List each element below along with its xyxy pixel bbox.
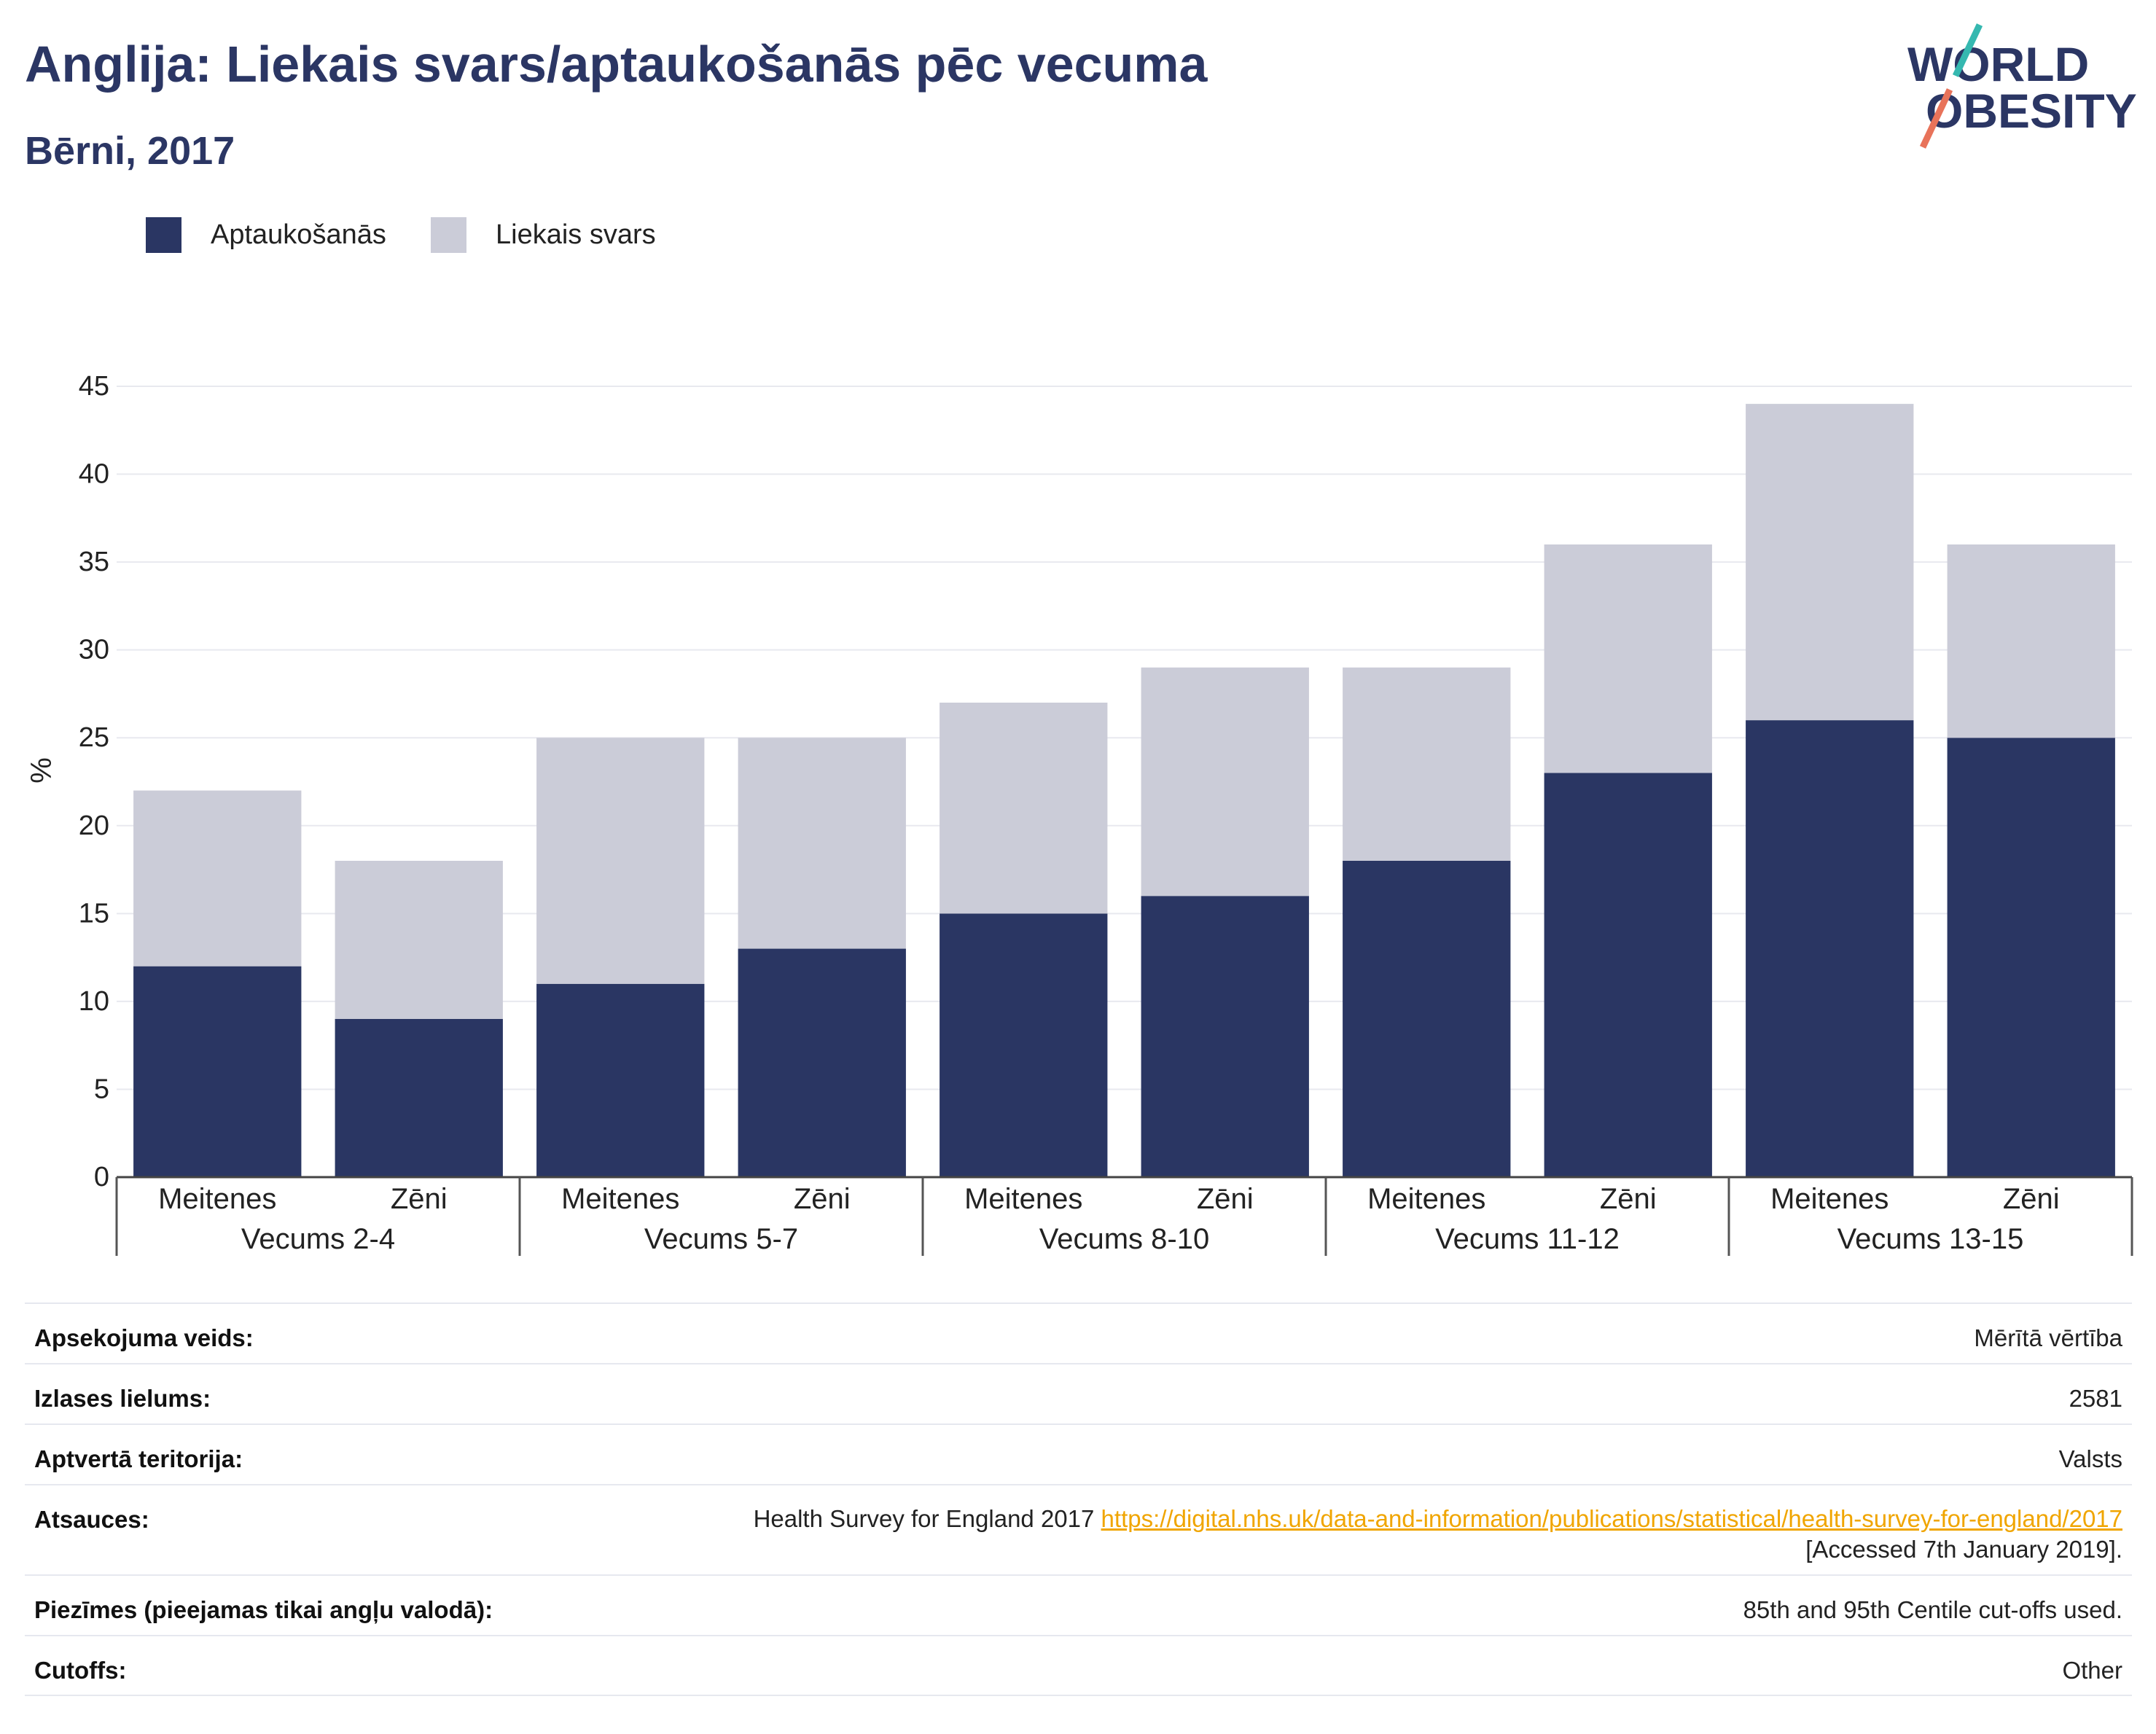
obesity-bar-segment <box>1746 720 1914 1177</box>
overweight-bar-segment <box>536 738 705 984</box>
obesity-bar-segment <box>1141 896 1309 1177</box>
x-category-label: Zēni <box>391 1183 448 1215</box>
info-label: Atsauces: <box>34 1506 149 1533</box>
obesity-bar-segment <box>940 913 1108 1177</box>
legend-swatch-overweight <box>431 217 466 253</box>
info-row-coverage: Aptvertā teritorija: Valsts <box>25 1423 2132 1484</box>
plot-axes <box>115 1176 2133 1256</box>
obesity-bar-segment <box>133 966 302 1177</box>
x-category-label: Zēni <box>1600 1183 1657 1215</box>
logo-slash-icon <box>1919 23 1983 149</box>
x-category-label: Zēni <box>1197 1183 1254 1215</box>
stacked-bar-chart: 0 5 10 15 20 25 30 35 40 45 Meitenes Zēni Meitenes Zē… <box>26 371 2133 1256</box>
x-category-label: Zēni <box>2003 1183 2060 1215</box>
y-tick-label: 45 <box>79 371 109 402</box>
x-category-label: Zēni <box>794 1183 851 1215</box>
info-row-survey-type: Apsekojuma veids: Mērītā vērtība <box>25 1303 2132 1363</box>
x-group-label: Vecums 8-10 <box>1039 1223 1209 1255</box>
y-axis-title: % <box>26 757 58 784</box>
legend-swatch-obesity <box>146 217 181 253</box>
overweight-bar-segment <box>940 703 1108 914</box>
legend-label-overweight: Liekais svars <box>496 219 656 250</box>
info-label: Izlases lielums: <box>34 1385 211 1412</box>
source-line: Health Survey for England 2017 https://d… <box>754 1504 2122 1534</box>
info-value: Other <box>2062 1657 2122 1684</box>
y-tick-label: 15 <box>79 898 109 929</box>
overweight-bar-segment <box>1343 667 1511 861</box>
obesity-bar-segment <box>738 948 906 1177</box>
page-title: Anglija: Liekais svars/aptaukošanās pēc … <box>25 36 1208 93</box>
overweight-bar-segment <box>1141 667 1309 897</box>
overweight-bar-segment <box>1947 544 2115 738</box>
obesity-bar-segment <box>1343 861 1511 1177</box>
x-group-label: Vecums 13-15 <box>1837 1223 2024 1255</box>
overweight-bar-segment <box>1746 404 1914 721</box>
logo-text-world: WORLD <box>1907 37 2090 91</box>
info-value: 85th and 95th Centile cut-offs used. <box>1743 1596 2122 1623</box>
y-tick-label: 30 <box>79 635 109 665</box>
y-tick-label: 5 <box>94 1074 109 1104</box>
info-value-sources: Health Survey for England 2017 https://d… <box>754 1504 2122 1565</box>
y-tick-label: 25 <box>79 722 109 753</box>
y-tick-label: 0 <box>94 1162 109 1192</box>
plot-bars <box>133 404 2115 1177</box>
obesity-bar-segment <box>536 983 705 1177</box>
obesity-bar-segment <box>335 1019 503 1177</box>
x-category-label: Meitenes <box>1770 1183 1889 1215</box>
info-value: Valsts <box>2058 1445 2122 1472</box>
x-category-label: Meitenes <box>964 1183 1082 1215</box>
source-link[interactable]: https://digital.nhs.uk/data-and-informat… <box>1101 1505 2122 1532</box>
info-value: Mērītā vērtība <box>1974 1324 2122 1351</box>
info-label: Apsekojuma veids: <box>34 1324 254 1351</box>
overweight-bar-segment <box>1544 544 1712 773</box>
logo-text-obesity: OBESITY <box>1926 84 2137 138</box>
y-tick-label: 10 <box>79 986 109 1017</box>
info-row-sample-size: Izlases lielums: 2581 <box>25 1363 2132 1423</box>
plot-labels: 0 5 10 15 20 25 30 35 40 45 Meitenes Zēni Meitenes Zē… <box>26 371 2060 1255</box>
source-accessed: [Accessed 7th January 2019]. <box>1805 1536 2122 1563</box>
logo-slash-top <box>1952 23 1983 77</box>
x-group-label: Vecums 11-12 <box>1435 1223 1620 1255</box>
info-label: Aptvertā teritorija: <box>34 1445 243 1472</box>
info-label: Piezīmes (pieejamas tikai angļu valodā): <box>34 1596 493 1623</box>
legend-label-obesity: Aptaukošanās <box>211 219 386 250</box>
y-tick-label: 35 <box>79 547 109 577</box>
overweight-bar-segment <box>335 861 503 1019</box>
x-group-label: Vecums 2-4 <box>241 1223 395 1255</box>
info-value: 2581 <box>2069 1385 2122 1412</box>
x-category-label: Meitenes <box>561 1183 679 1215</box>
overweight-bar-segment <box>738 738 906 949</box>
overweight-bar-segment <box>133 790 302 966</box>
y-tick-label: 40 <box>79 459 109 490</box>
info-row-cutoffs: Cutoffs: Other <box>25 1635 2132 1696</box>
info-label: Cutoffs: <box>34 1657 127 1684</box>
logo-slash-bottom <box>1919 88 1953 149</box>
obesity-bar-segment <box>1544 773 1712 1177</box>
page-subtitle: Bērni, 2017 <box>25 129 235 173</box>
info-row-sources: Atsauces: Health Survey for England 2017… <box>25 1484 2132 1574</box>
x-category-label: Meitenes <box>158 1183 276 1215</box>
y-tick-label: 20 <box>79 811 109 841</box>
source-title: Health Survey for England 2017 <box>753 1505 1095 1532</box>
x-group-label: Vecums 5-7 <box>644 1223 798 1255</box>
world-obesity-logo: WORLD OBESITY <box>1895 22 2143 153</box>
obesity-bar-segment <box>1947 738 2115 1177</box>
info-row-notes: Piezīmes (pieejamas tikai angļu valodā):… <box>25 1574 2132 1635</box>
x-category-label: Meitenes <box>1367 1183 1485 1215</box>
